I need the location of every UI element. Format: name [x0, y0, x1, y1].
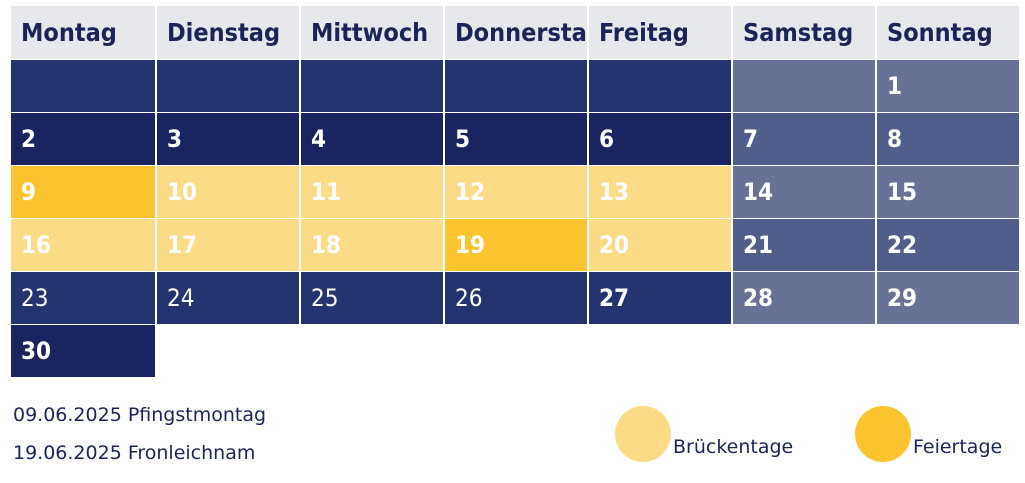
day-cell: 5	[443, 112, 587, 165]
day-number: 21	[743, 231, 774, 259]
day-number: 23	[21, 284, 49, 312]
legend-bridge-label: Brückentage	[673, 436, 794, 458]
day-cell: 21	[731, 218, 875, 271]
day-number: 22	[887, 231, 918, 259]
empty-day-cell	[299, 59, 443, 112]
day-number: 9	[21, 178, 37, 206]
day-number: 27	[599, 284, 630, 312]
day-cell: 14	[731, 165, 875, 218]
legend-bridge-swatch	[615, 406, 671, 462]
day-number: 16	[21, 231, 52, 259]
day-number: 30	[21, 337, 52, 365]
day-number: 18	[311, 231, 342, 259]
day-cell: 11	[299, 165, 443, 218]
day-cell: 13	[587, 165, 731, 218]
day-cell: 23	[11, 271, 155, 324]
day-number: 20	[599, 231, 630, 259]
day-cell: 3	[155, 112, 299, 165]
day-number: 11	[311, 178, 342, 206]
holiday-note: 19.06.2025 Fronleichnam	[13, 442, 256, 464]
day-cell: 6	[587, 112, 731, 165]
day-number: 28	[743, 284, 774, 312]
calendar: Montag Dienstag Mittwoch Donnerstag Frei…	[11, 6, 1019, 377]
weekday-header-saturday: Samstag	[731, 6, 875, 59]
day-cell: 30	[11, 324, 155, 377]
day-number: 6	[599, 125, 615, 153]
legend-item-bridge-days: Brückentage	[615, 406, 793, 462]
day-cell: 22	[875, 218, 1019, 271]
weekday-header-tuesday: Dienstag	[155, 6, 299, 59]
day-number: 26	[455, 284, 483, 312]
empty-day-cell	[731, 59, 875, 112]
day-cell: 9	[11, 165, 155, 218]
holiday-note: 09.06.2025 Pfingstmontag	[13, 404, 267, 426]
holiday-notes: 09.06.2025 Pfingstmontag 19.06.2025 Fron…	[13, 396, 266, 472]
day-cell: 28	[731, 271, 875, 324]
day-number: 29	[887, 284, 918, 312]
empty-day-cell	[11, 59, 155, 112]
day-number: 17	[167, 231, 198, 259]
day-number: 12	[455, 178, 486, 206]
day-cell: 29	[875, 271, 1019, 324]
day-number: 19	[455, 231, 486, 259]
empty-day-cell	[443, 59, 587, 112]
day-cell: 1	[875, 59, 1019, 112]
day-cell: 19	[443, 218, 587, 271]
calendar-grid: Montag Dienstag Mittwoch Donnerstag Frei…	[11, 6, 1019, 377]
day-number: 15	[887, 178, 918, 206]
day-cell: 20	[587, 218, 731, 271]
day-number: 24	[167, 284, 195, 312]
day-number: 2	[21, 125, 37, 153]
day-number: 14	[743, 178, 774, 206]
day-cell: 12	[443, 165, 587, 218]
day-cell: 16	[11, 218, 155, 271]
day-number: 13	[599, 178, 630, 206]
day-number: 25	[311, 284, 339, 312]
day-cell: 4	[299, 112, 443, 165]
day-cell: 27	[587, 271, 731, 324]
empty-day-cell	[155, 59, 299, 112]
legend-holiday-swatch	[855, 406, 911, 462]
day-number: 5	[455, 125, 471, 153]
day-cell: 8	[875, 112, 1019, 165]
day-number: 8	[887, 125, 903, 153]
weekday-header-wednesday: Mittwoch	[299, 6, 443, 59]
day-number: 4	[311, 125, 327, 153]
weekday-header-friday: Freitag	[587, 6, 731, 59]
day-cell: 26	[443, 271, 587, 324]
weekday-header-monday: Montag	[11, 6, 155, 59]
day-number: 3	[167, 125, 183, 153]
day-number: 1	[887, 72, 903, 100]
legend-holiday-label: Feiertage	[913, 436, 1003, 458]
day-number: 7	[743, 125, 759, 153]
day-cell: 17	[155, 218, 299, 271]
day-cell: 24	[155, 271, 299, 324]
legend-item-holidays: Feiertage	[855, 406, 1002, 462]
day-cell: 25	[299, 271, 443, 324]
day-cell: 7	[731, 112, 875, 165]
weekday-header-thursday: Donnerstag	[443, 6, 603, 59]
empty-day-cell	[587, 59, 731, 112]
day-cell: 2	[11, 112, 155, 165]
day-cell: 15	[875, 165, 1019, 218]
weekday-header-sunday: Sonntag	[875, 6, 1019, 59]
day-cell: 10	[155, 165, 299, 218]
day-cell: 18	[299, 218, 443, 271]
day-number: 10	[167, 178, 198, 206]
